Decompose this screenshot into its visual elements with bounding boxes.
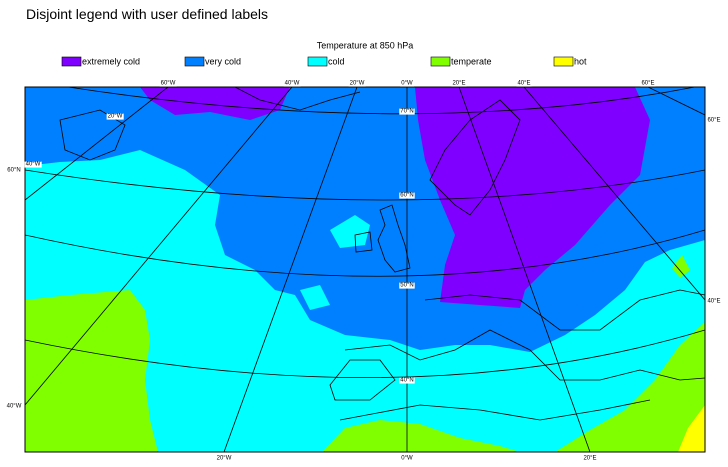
label-background bbox=[348, 80, 366, 87]
label-background bbox=[215, 455, 233, 462]
label-background bbox=[283, 80, 301, 87]
label-background bbox=[399, 282, 415, 289]
label-background bbox=[6, 167, 22, 174]
legend-swatch bbox=[430, 56, 451, 67]
graticule-label: 70°N bbox=[400, 109, 413, 115]
legend-swatch bbox=[553, 56, 574, 67]
legend-label: hot bbox=[574, 56, 587, 66]
region-temperate bbox=[555, 255, 705, 452]
label-background bbox=[24, 161, 42, 168]
graticule-label: 60°E bbox=[641, 81, 654, 87]
graticule-label: 60°E bbox=[707, 118, 720, 124]
graticule-label: 20°W bbox=[350, 81, 365, 87]
region-extremely-cold bbox=[140, 87, 290, 120]
legend-label: extremely cold bbox=[82, 56, 140, 66]
label-background bbox=[399, 108, 415, 115]
region-cold bbox=[300, 215, 370, 310]
legend-title: Temperature at 850 hPa bbox=[317, 40, 414, 50]
graticule-label: 40°N bbox=[400, 378, 413, 384]
legend-label: cold bbox=[328, 56, 345, 66]
label-background bbox=[706, 117, 722, 124]
label-background bbox=[516, 80, 532, 87]
graticule-labels: 60°W 40°W 20°W 0°W 20°E 40°E 60°E 60°N 4… bbox=[5, 80, 722, 462]
label-background bbox=[400, 455, 415, 462]
graticule-label: 60°N bbox=[7, 168, 20, 174]
graticule-label: 40°E bbox=[707, 299, 720, 305]
region-extremely-cold bbox=[415, 87, 650, 308]
label-background bbox=[451, 80, 467, 87]
legend-label: very cold bbox=[205, 56, 241, 66]
graticule-label: 20°W bbox=[217, 456, 232, 462]
graticule-label: 40°W bbox=[26, 162, 41, 168]
map-frame bbox=[24, 86, 706, 453]
region-temperate bbox=[25, 290, 158, 452]
graticule-label: 60°W bbox=[161, 81, 176, 87]
title: Disjoint legend with user defined labels bbox=[26, 6, 268, 22]
label-background bbox=[706, 298, 722, 305]
label-background bbox=[400, 80, 415, 87]
label-background bbox=[106, 113, 124, 120]
legend: extremely cold very cold cold temperate hot bbox=[61, 56, 587, 67]
graticule-label: 0°W bbox=[401, 456, 413, 462]
legend-swatch bbox=[307, 56, 328, 67]
graticule-label: 40°E bbox=[517, 81, 530, 87]
graticule-label: 50°N bbox=[400, 283, 413, 289]
region-hot bbox=[678, 405, 705, 452]
graticule-label: 60°N bbox=[400, 193, 413, 199]
graticule bbox=[25, 87, 705, 452]
graticule-label: 0°W bbox=[401, 81, 413, 87]
region-temperate bbox=[322, 420, 520, 452]
legend-swatch bbox=[61, 56, 82, 67]
label-background bbox=[640, 80, 656, 87]
graticule-label: 40°W bbox=[285, 81, 300, 87]
map bbox=[25, 87, 705, 452]
graticule-label: 20°E bbox=[583, 456, 596, 462]
label-background bbox=[399, 377, 415, 384]
graticule-label: 20°W bbox=[108, 114, 123, 120]
coastlines bbox=[59, 87, 705, 421]
graticule-label: 40°W bbox=[7, 404, 22, 410]
graticule-label: 20°E bbox=[452, 81, 465, 87]
label-background bbox=[399, 192, 415, 199]
legend-label: temperate bbox=[451, 56, 492, 66]
label-background bbox=[5, 403, 23, 410]
label-background bbox=[159, 80, 177, 87]
legend-swatch bbox=[184, 56, 205, 67]
label-background bbox=[582, 455, 598, 462]
